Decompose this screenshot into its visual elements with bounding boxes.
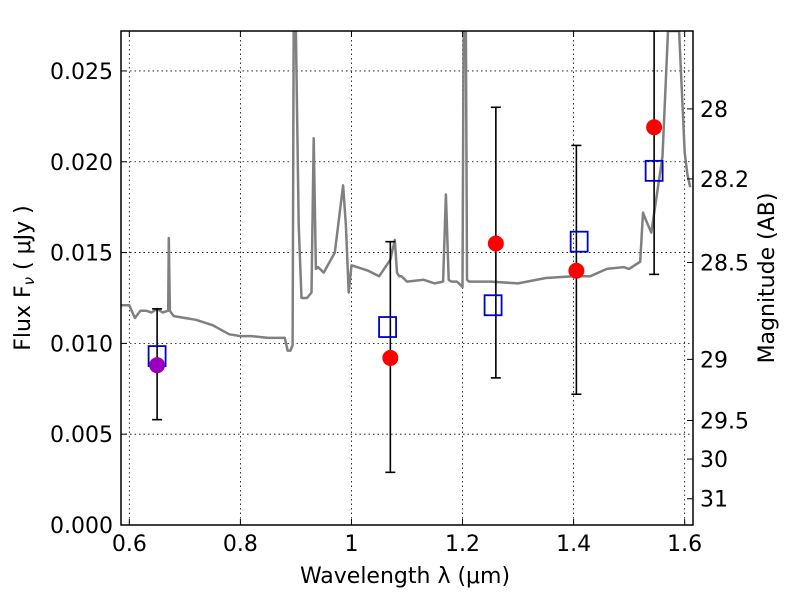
filled-circle-marker [382, 349, 399, 366]
y-tick-label: 0.000 [50, 514, 113, 539]
axis-ticks: 0.6 0.8 1 1.2 1.4 1.6 0.000 0.005 0.010 0.015 0.02… [50, 31, 749, 557]
filled-circle-marker [646, 119, 663, 136]
filled-circle-marker [149, 357, 166, 374]
x-tick-label: 0.6 [112, 532, 147, 557]
plot-frame [120, 30, 694, 526]
right-axis-label: Magnitude (AB) [755, 193, 780, 364]
y-tick-label: 0.010 [50, 332, 113, 357]
x-tick-label: 1.4 [556, 532, 591, 557]
plot-area [121, 31, 692, 474]
x-axis-label: Wavelength λ (μm) [300, 564, 510, 589]
y-axis-label: Flux Fν ( μJy ) [11, 205, 38, 350]
filled-circle-marker [568, 262, 585, 279]
y2-tick-label: 29.5 [700, 409, 749, 434]
y2-tick-label: 31 [700, 488, 728, 513]
y-axis-label-unit: ( μJy ) [11, 205, 36, 277]
y-tick-label: 0.005 [50, 423, 113, 448]
y-tick-label: 0.025 [50, 60, 113, 85]
y2-tick-label: 28.5 [700, 251, 749, 276]
open-square-marker [483, 294, 503, 317]
y-axis-label-main: Flux F [11, 285, 36, 350]
y-axis-label-sub: ν [20, 277, 38, 285]
y-tick-label: 0.015 [50, 242, 113, 267]
x-tick-label: 1.6 [667, 532, 702, 557]
y2-tick-label: 28.2 [700, 168, 749, 193]
y2-tick-label: 30 [700, 448, 728, 473]
model-spectrum-line [121, 31, 692, 352]
open-square-marker [644, 159, 664, 182]
open-square-marker [378, 316, 397, 338]
x-tick-label: 0.8 [223, 532, 258, 557]
y-tick-label: 0.020 [50, 151, 113, 176]
y2-tick-label: 29 [700, 348, 728, 373]
open-square-marker [569, 230, 589, 253]
x-tick-label: 1.2 [445, 532, 480, 557]
filled-circle-marker [487, 235, 504, 252]
x-tick-label: 1 [344, 532, 358, 557]
y2-tick-label: 28 [700, 98, 728, 123]
